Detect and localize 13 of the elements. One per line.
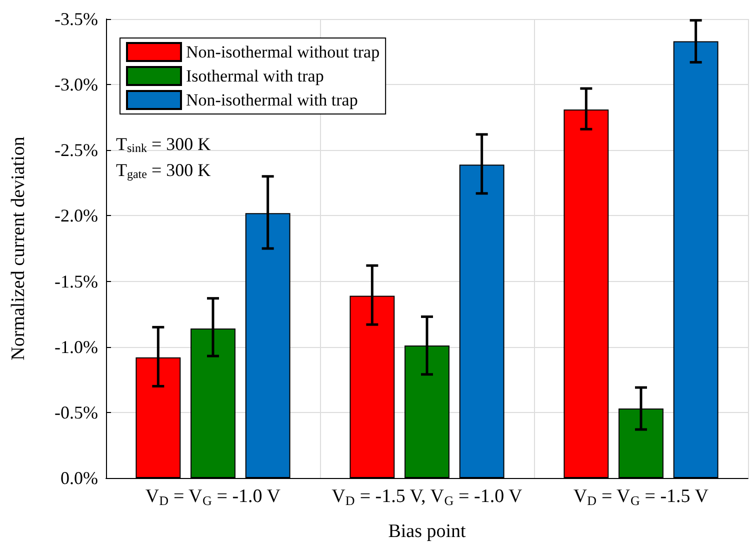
y-tick-label: -1.5%	[54, 271, 98, 292]
x-axis-title: Bias point	[388, 521, 467, 542]
y-tick-label: -3.0%	[54, 74, 98, 95]
legend-label: Non-isothermal with trap	[186, 90, 358, 110]
y-tick-label: -3.5%	[54, 9, 98, 29]
y-tick-label: -2.5%	[54, 140, 98, 160]
legend-label: Non-isothermal without trap	[186, 42, 380, 62]
y-tick-label: -1.0%	[54, 336, 98, 357]
legend-label: Isothermal with trap	[186, 66, 324, 86]
y-tick-label: -0.5%	[54, 402, 98, 422]
y-tick-label: -2.0%	[54, 206, 98, 226]
y-axis-title: Normalized current deviation	[8, 136, 29, 360]
y-tick-label: 0.0%	[60, 468, 98, 488]
